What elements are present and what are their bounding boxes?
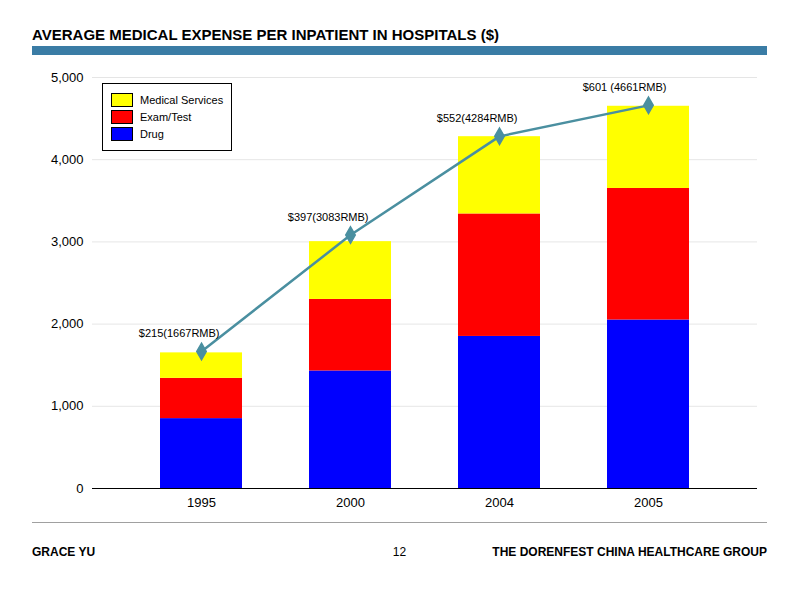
svg-text:1,000: 1,000 <box>51 398 84 413</box>
html-text:Exam/Test: Exam/Test <box>140 111 192 123</box>
html-text:Medical Services: Medical Services <box>140 94 224 106</box>
html-text:THE DORENFEST CHINA HEALTHCARE: THE DORENFEST CHINA HEALTHCARE GROUP <box>492 545 767 559</box>
svg-text:4,000: 4,000 <box>51 152 84 167</box>
svg-text:5,000: 5,000 <box>51 70 84 85</box>
svg-text:$601 (4661RMB): $601 (4661RMB) <box>583 81 667 93</box>
svg-text:2004: 2004 <box>485 495 514 510</box>
svg-text:1995: 1995 <box>187 495 216 510</box>
svg-text:2,000: 2,000 <box>51 316 84 331</box>
svg-text:$552(4284RMB): $552(4284RMB) <box>437 112 518 124</box>
html-text:Drug: Drug <box>140 128 164 140</box>
html-text:12: 12 <box>392 545 407 559</box>
svg-text:$397(3083RMB): $397(3083RMB) <box>288 211 369 223</box>
svg-text:0: 0 <box>76 481 83 496</box>
svg-text:$215(1667RMB): $215(1667RMB) <box>139 327 220 339</box>
html-text:GRACE YU: GRACE YU <box>32 545 96 559</box>
svg-text:2005: 2005 <box>634 495 663 510</box>
html-text:AVERAGE MEDICAL EXPENSE PER IN: AVERAGE MEDICAL EXPENSE PER INPATIENT IN… <box>32 26 499 43</box>
svg-text:3,000: 3,000 <box>51 234 84 249</box>
svg-text:2000: 2000 <box>336 495 365 510</box>
